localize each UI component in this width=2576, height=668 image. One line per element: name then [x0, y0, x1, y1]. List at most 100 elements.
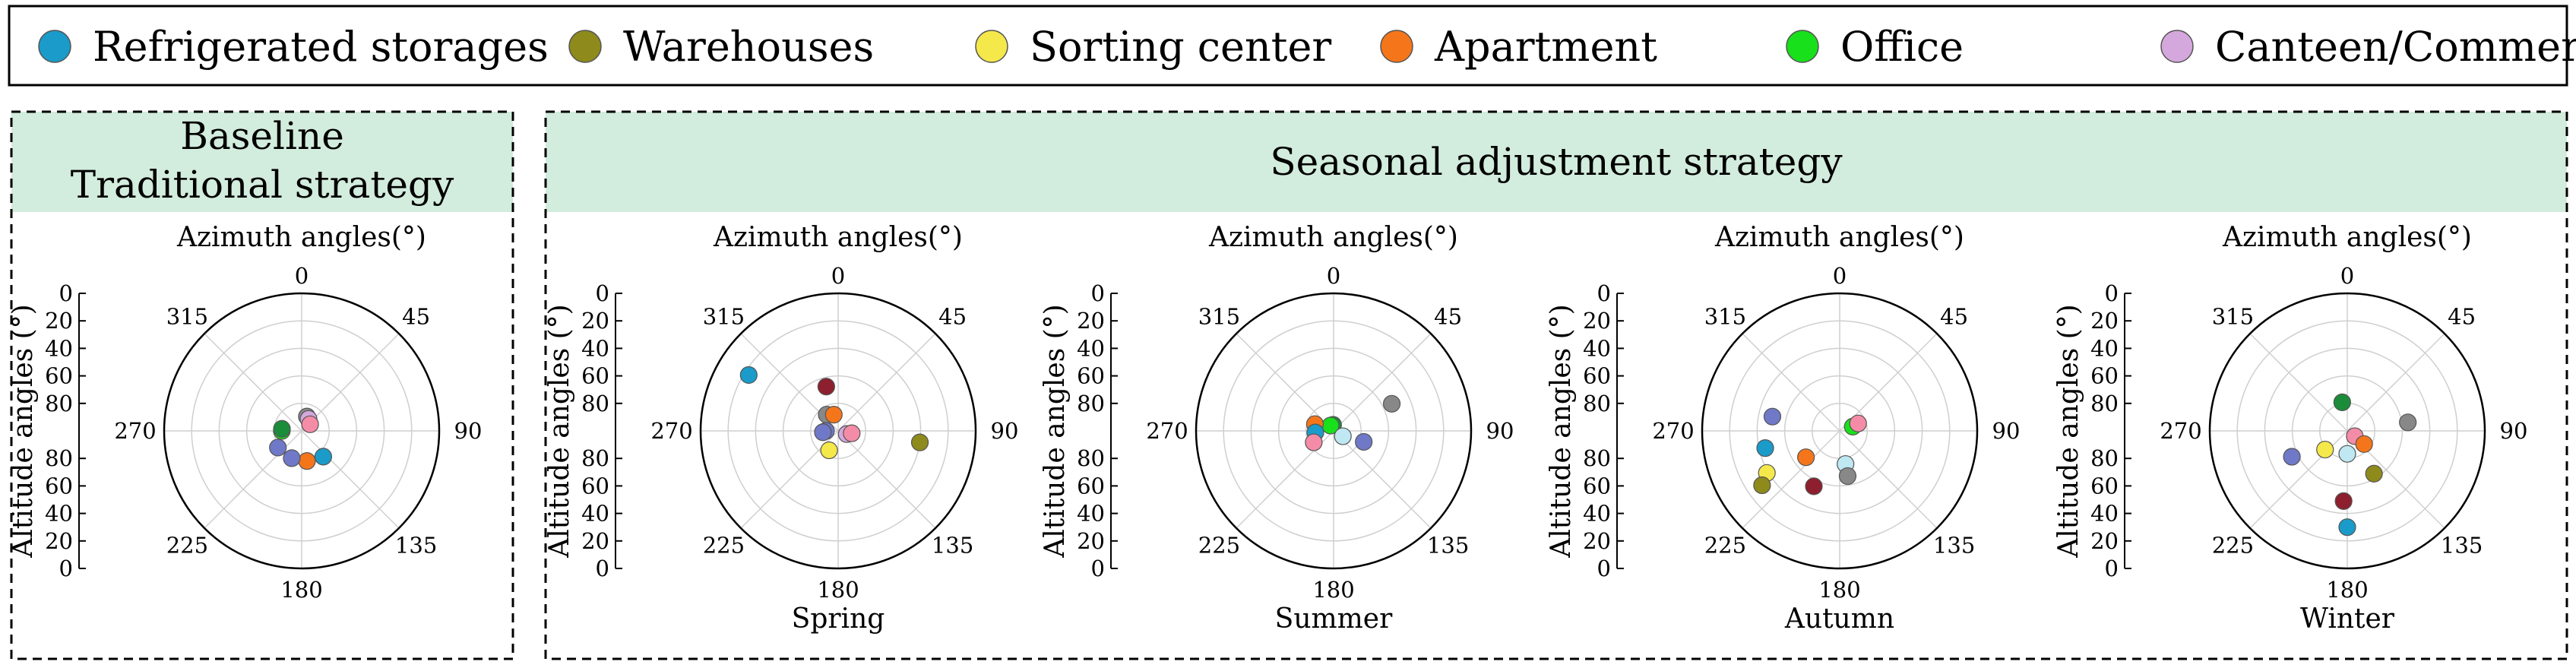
altitude-tick-label: 40 — [1077, 335, 1105, 361]
azimuth-tick-label: 315 — [703, 303, 745, 329]
altitude-tick-label: 40 — [1583, 501, 1611, 527]
data-point — [820, 441, 838, 460]
azimuth-tick-label: 135 — [1427, 533, 1469, 559]
altitude-tick-label: 60 — [2090, 363, 2119, 389]
azimuth-axis-title: Azimuth angles(°) — [1714, 222, 1964, 253]
altitude-axis-title: Altitude angles (°) — [8, 304, 39, 558]
altitude-tick-label: 20 — [45, 528, 73, 554]
azimuth-tick-label: 270 — [650, 418, 692, 444]
altitude-tick-label: 80 — [581, 391, 609, 416]
altitude-tick-label: 60 — [581, 473, 609, 499]
data-point — [269, 438, 287, 457]
altitude-axis-title: Altitude angles (°) — [544, 304, 575, 558]
altitude-tick-label: 80 — [45, 391, 73, 416]
azimuth-tick-label: 45 — [938, 303, 967, 329]
data-point — [2338, 445, 2356, 463]
season-label: Winter — [2300, 603, 2395, 635]
azimuth-tick-label: 180 — [2326, 577, 2368, 603]
azimuth-tick-label: 180 — [1818, 577, 1860, 603]
azimuth-tick-label: 90 — [2500, 418, 2528, 444]
data-point — [1305, 433, 1323, 451]
altitude-tick-label: 40 — [2090, 335, 2119, 361]
grid-spoke — [1333, 430, 1432, 529]
grid-spoke — [1742, 430, 1840, 529]
altitude-tick-label: 40 — [45, 335, 73, 361]
azimuth-tick-label: 45 — [2448, 303, 2476, 329]
seasonal-panel: Seasonal adjustment strategy — [544, 110, 2568, 660]
azimuth-tick-label: 225 — [703, 533, 745, 559]
grid-spoke — [2249, 333, 2348, 432]
azimuth-tick-label: 0 — [831, 263, 845, 289]
baseline-frame — [10, 110, 514, 660]
grid-spoke — [1839, 430, 1938, 529]
azimuth-tick-label: 90 — [454, 418, 483, 444]
azimuth-tick-label: 315 — [2212, 303, 2254, 329]
altitude-tick-label: 0 — [2105, 280, 2119, 306]
altitude-tick-label: 60 — [581, 363, 609, 389]
baseline-title: Baseline — [180, 114, 344, 158]
baseline-header-band — [11, 112, 513, 212]
altitude-tick-label: 40 — [1583, 335, 1611, 361]
altitude-tick-label: 0 — [596, 556, 609, 581]
azimuth-tick-label: 270 — [2160, 418, 2201, 444]
azimuth-tick-label: 90 — [1486, 418, 1514, 444]
data-point — [2283, 448, 2301, 466]
data-point — [2365, 464, 2383, 483]
altitude-tick-label: 80 — [1077, 445, 1105, 471]
data-point — [1797, 448, 1815, 467]
data-point — [1334, 427, 1352, 445]
altitude-tick-label: 20 — [1583, 528, 1611, 554]
grid-spoke — [204, 333, 302, 432]
altitude-tick-label: 0 — [59, 556, 73, 581]
grid-spoke — [204, 430, 302, 529]
grid-spoke — [1236, 333, 1334, 432]
azimuth-tick-label: 90 — [1992, 418, 2021, 444]
altitude-tick-label: 20 — [2090, 528, 2119, 554]
azimuth-tick-label: 270 — [114, 418, 156, 444]
azimuth-tick-label: 225 — [1198, 533, 1240, 559]
azimuth-axis-title: Azimuth angles(°) — [2222, 222, 2472, 253]
legend-label: Apartment — [1434, 23, 1657, 71]
baseline-panel: Baseline Traditional strategy — [10, 110, 514, 660]
legend-marker — [1380, 30, 1413, 63]
altitude-tick-label: 40 — [581, 335, 609, 361]
azimuth-tick-label: 45 — [402, 303, 430, 329]
legend-label: Refrigerated storages — [93, 23, 549, 71]
legend-label: Warehouses — [623, 23, 874, 71]
azimuth-tick-label: 135 — [2441, 533, 2483, 559]
legend-frame — [8, 5, 2568, 87]
azimuth-tick-label: 135 — [1933, 533, 1975, 559]
altitude-tick-label: 60 — [2090, 473, 2119, 499]
azimuth-tick-label: 315 — [1704, 303, 1746, 329]
data-point — [314, 448, 333, 466]
data-point — [1355, 432, 1373, 451]
outer-circle — [1701, 292, 1979, 570]
altitude-tick-label: 60 — [45, 473, 73, 499]
data-point — [2399, 413, 2417, 432]
grid-spoke — [1333, 333, 1432, 432]
data-point — [824, 406, 843, 424]
altitude-tick-label: 60 — [1077, 363, 1105, 389]
baseline-subtitle: Traditional strategy — [71, 163, 454, 207]
data-point — [843, 424, 861, 442]
data-point — [739, 366, 758, 385]
data-point — [298, 452, 316, 470]
grid-spoke — [2347, 333, 2445, 432]
data-point — [283, 449, 301, 467]
azimuth-tick-label: 0 — [2340, 263, 2354, 289]
altitude-tick-label: 0 — [1091, 556, 1105, 581]
legend-marker — [38, 30, 71, 63]
altitude-tick-label: 0 — [1597, 556, 1611, 581]
altitude-tick-label: 60 — [1583, 473, 1611, 499]
outer-circle — [163, 292, 441, 570]
azimuth-tick-label: 315 — [1198, 303, 1240, 329]
outer-circle — [699, 292, 977, 570]
altitude-tick-label: 80 — [1583, 391, 1611, 416]
grid-spoke — [837, 430, 936, 529]
grid-spoke — [301, 430, 400, 529]
legend-marker — [2160, 30, 2194, 63]
azimuth-tick-label: 270 — [1652, 418, 1694, 444]
